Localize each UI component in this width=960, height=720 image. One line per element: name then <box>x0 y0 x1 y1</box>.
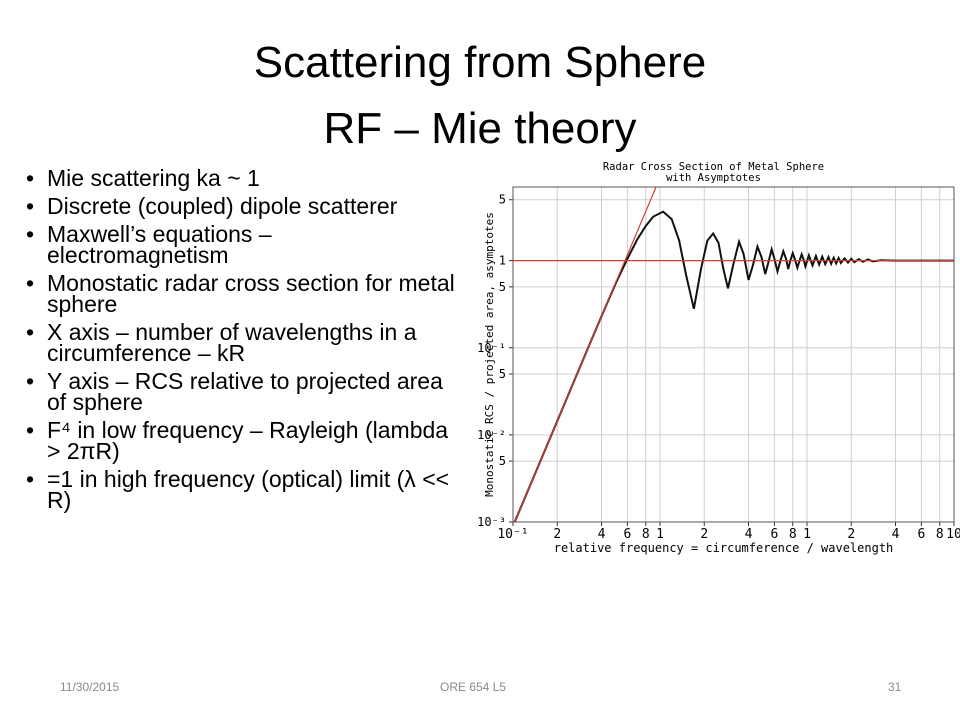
chart-title: Radar Cross Section of Metal Sphere <box>603 161 824 173</box>
y-tick-label: 10⁻² <box>477 428 506 442</box>
title-line: Scattering from Sphere <box>253 38 707 87</box>
footer-page: 31 <box>888 680 902 694</box>
bullet: =1 in high frequency (optical) limit (λ … <box>26 468 456 512</box>
x-tick-label: 2 <box>847 527 855 542</box>
bullet-list: Mie scattering ka ~ 1 Discrete (coupled) … <box>26 167 456 518</box>
y-tick-label: 5 <box>499 367 506 381</box>
x-tick-label: 6 <box>770 527 778 542</box>
x-tick-label: 4 <box>892 527 900 542</box>
y-tick-label: 5 <box>499 454 506 468</box>
y-tick-label: 1 <box>499 254 506 268</box>
y-tick-label: 5 <box>499 280 506 294</box>
slide-title: Scattering from Sphere RF – Mie theory <box>0 30 960 162</box>
x-tick-label: 10 <box>946 527 960 542</box>
x-tick-label: 8 <box>936 527 944 542</box>
x-tick-label: 6 <box>917 527 925 542</box>
series-line <box>514 187 657 522</box>
bullet: F⁴ in low frequency – Rayleigh (lambda >… <box>26 419 456 463</box>
x-tick-label: 1 <box>656 527 664 542</box>
chart-title: with Asymptotes <box>666 172 761 184</box>
y-tick-label: 10⁻³ <box>477 515 506 529</box>
x-tick-label: 4 <box>745 527 753 542</box>
series-line <box>513 210 954 522</box>
bullet: Discrete (coupled) dipole scatterer <box>26 195 456 218</box>
bullet: Y axis – RCS relative to projected area … <box>26 370 456 414</box>
x-tick-label: 2 <box>700 527 708 542</box>
x-tick-label: 8 <box>789 527 797 542</box>
footer-center: ORE 654 L5 <box>440 680 507 694</box>
y-axis-label: Monostatic RCS / projected area, asympto… <box>483 212 496 497</box>
bullet: X axis – number of wavelengths in a circ… <box>26 321 456 365</box>
x-tick-label: 2 <box>553 527 561 542</box>
y-tick-label: 10⁻¹ <box>477 341 506 355</box>
x-tick-label: 4 <box>598 527 606 542</box>
title-line: RF – Mie theory <box>323 104 637 153</box>
bullet: Maxwell’s equations – electromagnetism <box>26 223 456 267</box>
bullet: Mie scattering ka ~ 1 <box>26 167 456 190</box>
plot-frame <box>512 186 955 523</box>
bullet: Monostatic radar cross section for metal… <box>26 272 456 316</box>
x-axis-label: relative frequency = circumference / wav… <box>554 541 894 555</box>
x-tick-label: 10⁻¹ <box>497 527 528 542</box>
footer-date: 11/30/2015 <box>60 680 120 694</box>
y-tick-label: 5 <box>499 193 506 207</box>
x-tick-label: 1 <box>803 527 811 542</box>
x-tick-label: 8 <box>642 527 650 542</box>
x-tick-label: 6 <box>623 527 631 542</box>
